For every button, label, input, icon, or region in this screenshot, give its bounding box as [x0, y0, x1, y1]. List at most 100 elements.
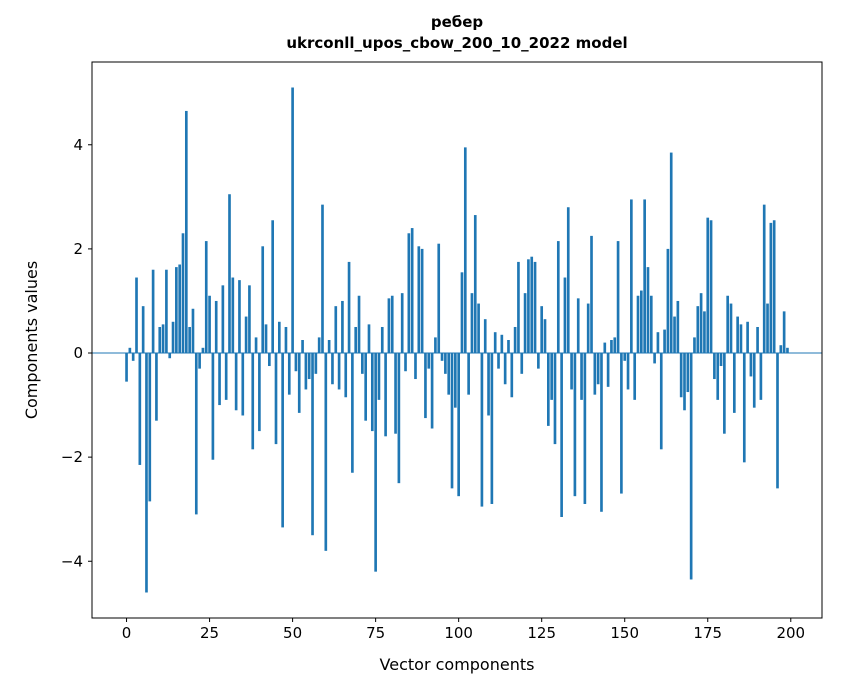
bar — [742, 353, 746, 463]
bar — [570, 353, 573, 390]
bar — [387, 298, 391, 354]
bar — [201, 347, 205, 354]
bar — [749, 353, 753, 377]
bar — [228, 194, 231, 354]
bar — [487, 353, 490, 416]
x-tick-label: 125 — [527, 624, 556, 642]
bar — [716, 353, 720, 400]
bar — [331, 353, 334, 385]
bar — [732, 353, 736, 413]
bar — [596, 353, 600, 385]
bar — [128, 347, 132, 354]
bar — [420, 248, 424, 354]
bar — [311, 353, 314, 536]
bar — [729, 303, 733, 354]
bar — [321, 204, 324, 354]
bar — [772, 220, 776, 354]
bar — [723, 353, 726, 434]
bar — [457, 353, 460, 497]
bar — [211, 353, 215, 460]
bar — [374, 353, 377, 572]
bar — [357, 295, 361, 354]
bar — [367, 324, 371, 354]
bar — [254, 337, 258, 354]
bar — [656, 332, 660, 354]
bar — [317, 337, 321, 354]
bar — [736, 316, 739, 354]
bar — [370, 353, 374, 432]
bar — [467, 353, 470, 395]
bar — [726, 295, 730, 354]
bar — [204, 241, 208, 354]
bar — [683, 353, 686, 411]
bar — [125, 353, 128, 382]
bar — [480, 353, 484, 507]
bar — [523, 293, 527, 354]
x-tick-label: 0 — [122, 624, 132, 642]
axes-box — [91, 61, 823, 619]
bar — [165, 269, 168, 354]
bar — [181, 233, 185, 354]
bar — [407, 233, 411, 354]
bar — [440, 353, 444, 361]
y-tick-label: −4 — [61, 552, 83, 570]
bar — [503, 353, 507, 385]
bar — [547, 353, 550, 426]
bar — [497, 353, 500, 369]
bar — [520, 353, 524, 374]
bar — [746, 321, 749, 354]
bar — [377, 353, 381, 400]
bar — [613, 337, 617, 354]
bar — [776, 353, 779, 489]
bar — [307, 353, 311, 380]
bar — [430, 353, 434, 429]
bar — [703, 311, 706, 354]
bar — [271, 220, 274, 354]
bar — [297, 353, 301, 413]
bar — [221, 285, 225, 354]
bar — [586, 303, 590, 354]
bar — [344, 353, 348, 398]
bar — [553, 353, 557, 445]
bar — [600, 353, 603, 512]
bar — [238, 280, 241, 354]
bar — [477, 303, 480, 354]
bar — [540, 306, 544, 354]
x-tick-label: 50 — [283, 624, 302, 642]
bar — [769, 222, 773, 354]
bar — [527, 259, 530, 354]
x-tick-label: 100 — [444, 624, 473, 642]
bar — [394, 353, 397, 434]
bar — [663, 329, 666, 354]
bar — [268, 353, 271, 367]
y-tick-label: 2 — [73, 240, 83, 258]
bar — [676, 300, 680, 354]
bar — [224, 353, 228, 400]
bar — [470, 293, 474, 354]
bar — [287, 353, 291, 395]
bar — [171, 321, 175, 354]
bar — [241, 353, 245, 416]
bar — [314, 353, 318, 374]
bar — [188, 326, 191, 354]
bar — [400, 293, 404, 354]
bar — [573, 353, 577, 497]
chart-title: ребер ukrconll_upos_cbow_200_10_2022 mod… — [92, 12, 822, 54]
bar — [659, 353, 663, 450]
bar — [483, 319, 487, 354]
bar — [507, 340, 510, 354]
bar — [689, 353, 693, 580]
bar — [148, 353, 152, 502]
bar — [291, 87, 294, 354]
bar — [473, 215, 477, 354]
bar — [666, 248, 670, 354]
bar — [623, 353, 627, 361]
bar — [590, 235, 593, 354]
bar — [620, 353, 623, 494]
bar — [414, 353, 417, 380]
bar — [563, 277, 567, 354]
bar — [616, 241, 620, 354]
bar — [427, 353, 431, 369]
bar — [248, 285, 251, 354]
bar — [277, 321, 281, 354]
